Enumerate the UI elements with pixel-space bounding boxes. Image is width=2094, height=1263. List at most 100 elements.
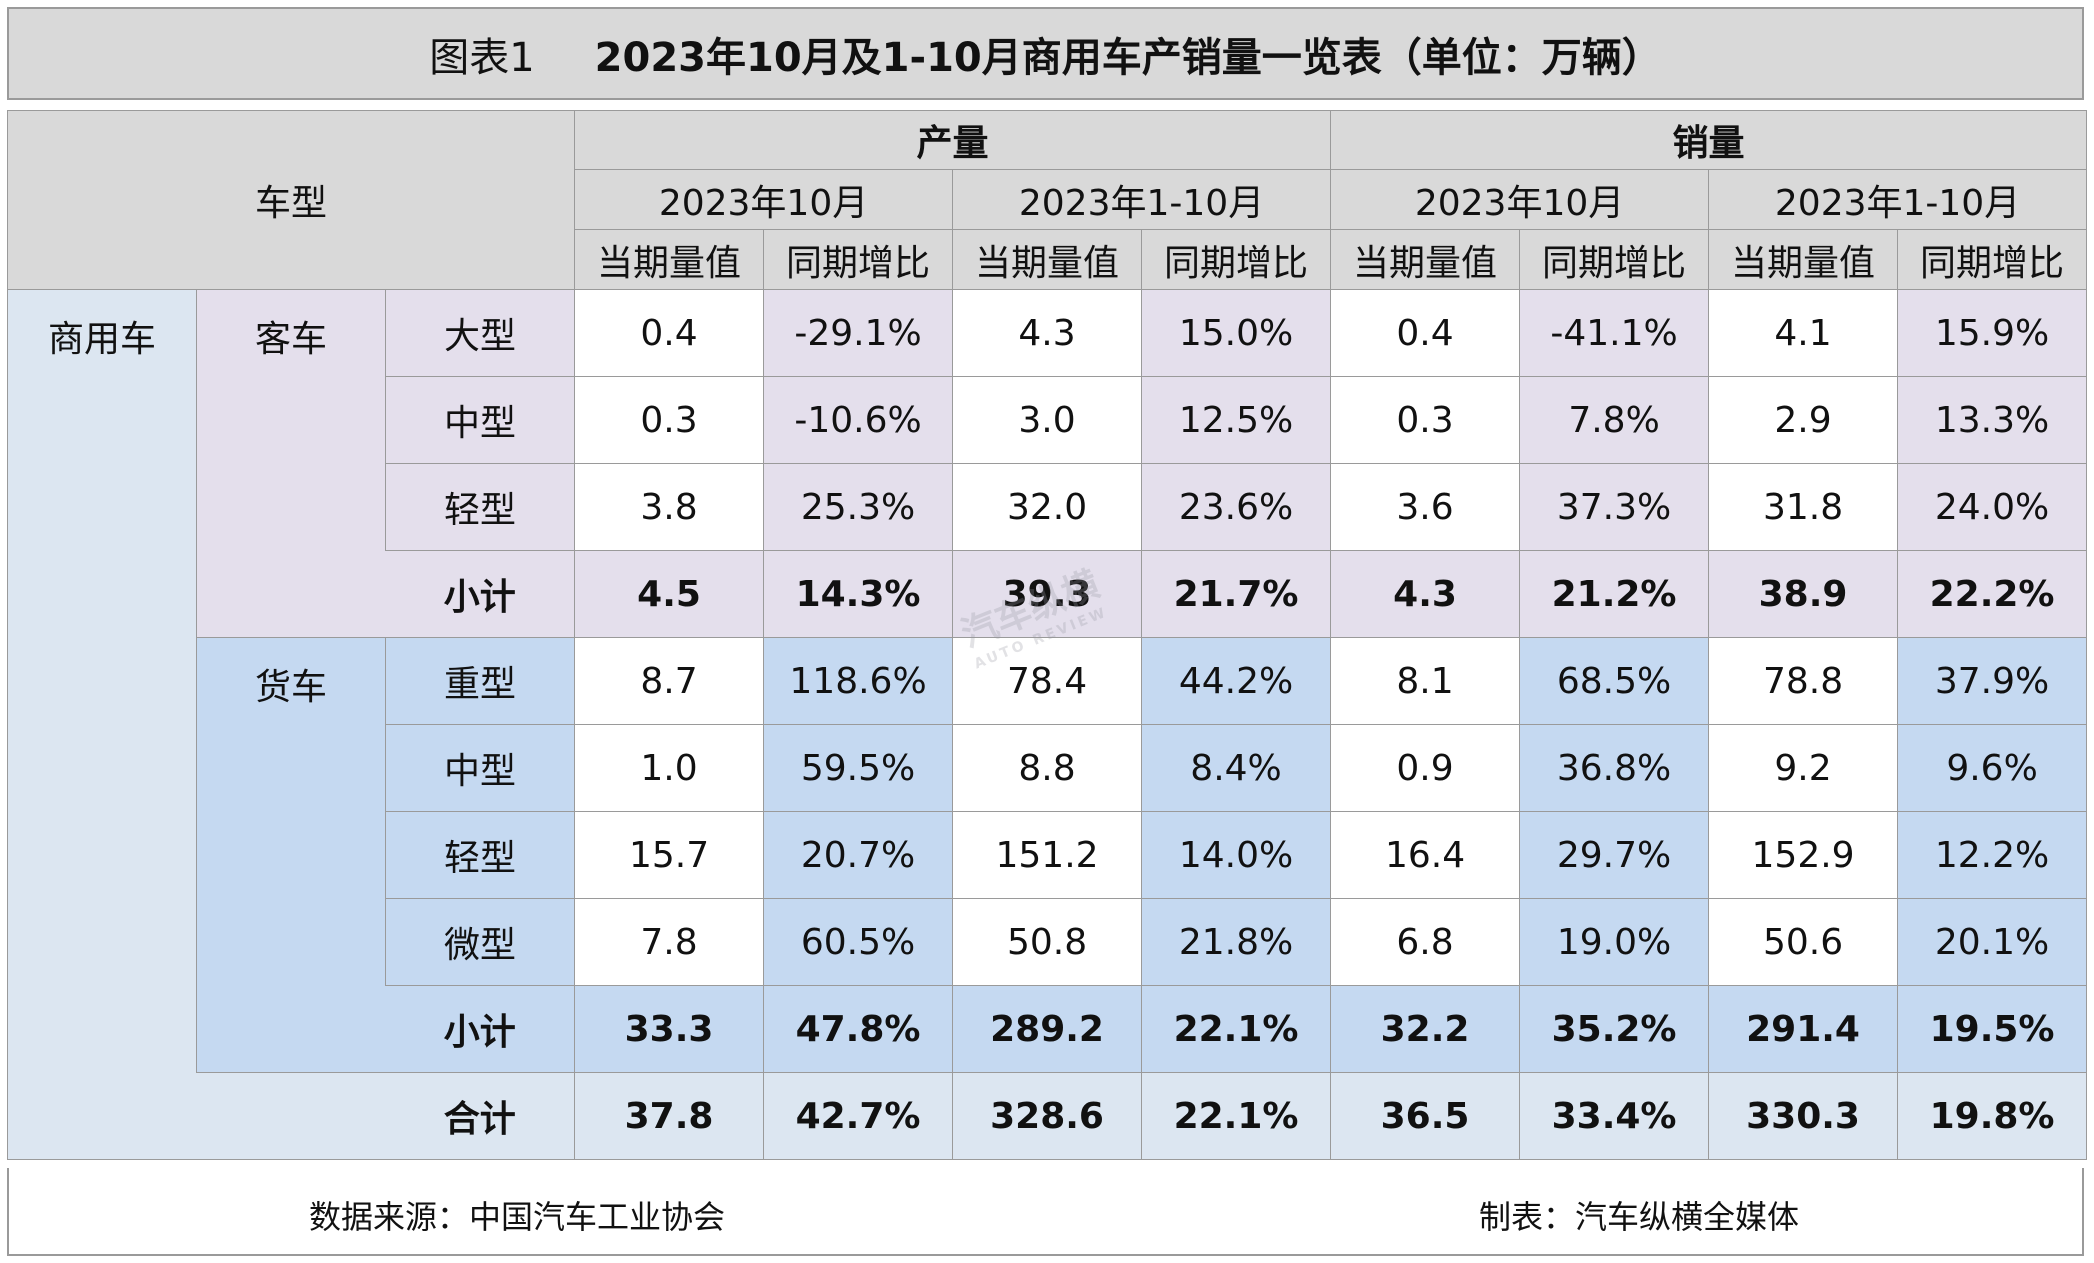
value-cell: 32.0 <box>952 463 1143 551</box>
footer: 数据来源：中国汽车工业协会 制表：汽车纵横全媒体 <box>7 1168 2084 1256</box>
blank-cell <box>196 1072 386 1160</box>
value-cell: 328.6 <box>952 1072 1143 1160</box>
value-cell: 9.2 <box>1708 724 1899 812</box>
value-cell: 0.9 <box>1330 724 1521 812</box>
metric-header: 同期增比 <box>1897 229 2088 290</box>
value-cell: 33.3 <box>574 985 765 1073</box>
value-cell: 3.6 <box>1330 463 1521 551</box>
value-cell: 15.9% <box>1897 289 2088 377</box>
value-cell: 22.1% <box>1141 985 1332 1073</box>
value-cell: 24.0% <box>1897 463 2088 551</box>
period-header: 2023年10月 <box>1330 169 1710 230</box>
value-cell: 4.5 <box>574 550 765 638</box>
value-cell: 19.5% <box>1897 985 2088 1073</box>
value-cell: 3.0 <box>952 376 1143 464</box>
table-row: 微型 7.8 60.5% 50.8 21.8% 6.8 19.0% 50.6 20.1% <box>8 898 2088 986</box>
metric-header: 同期增比 <box>763 229 954 290</box>
sales-table: 车型 产量 销量 2023年10月 2023年1-10月 2023年10月 20… <box>6 110 2088 1160</box>
value-cell: 22.2% <box>1897 550 2088 638</box>
value-cell: 38.9 <box>1708 550 1899 638</box>
value-cell: 4.3 <box>952 289 1143 377</box>
value-cell: 35.2% <box>1519 985 1710 1073</box>
value-cell: 33.4% <box>1519 1072 1710 1160</box>
value-cell: 12.2% <box>1897 811 2088 899</box>
value-cell: 152.9 <box>1708 811 1899 899</box>
value-cell: 78.8 <box>1708 637 1899 725</box>
value-cell: 8.8 <box>952 724 1143 812</box>
value-cell: 60.5% <box>763 898 954 986</box>
value-cell: 29.7% <box>1519 811 1710 899</box>
table-row: 中型 0.3 -10.6% 3.0 12.5% 0.3 7.8% 2.9 13.3% <box>8 376 2088 464</box>
group-cell: 客车 <box>196 289 386 638</box>
total-label: 合计 <box>385 1072 576 1160</box>
type-cell: 重型 <box>384 637 576 725</box>
value-cell: 37.9% <box>1897 637 2088 725</box>
value-cell: 0.3 <box>1330 376 1521 464</box>
value-cell: -29.1% <box>763 289 954 377</box>
value-cell: 23.6% <box>1141 463 1332 551</box>
value-cell: 25.3% <box>763 463 954 551</box>
value-cell: 36.5 <box>1330 1072 1521 1160</box>
value-cell: 7.8 <box>574 898 765 986</box>
value-cell: 31.8 <box>1708 463 1899 551</box>
metric-header: 同期增比 <box>1141 229 1332 290</box>
metric-header: 同期增比 <box>1519 229 1710 290</box>
value-cell: 13.3% <box>1897 376 2088 464</box>
value-cell: 50.6 <box>1708 898 1899 986</box>
figure-label: 图表1 <box>429 34 535 81</box>
value-cell: 0.4 <box>574 289 765 377</box>
value-cell: 20.1% <box>1897 898 2088 986</box>
metric-header: 当期量值 <box>574 229 765 290</box>
value-cell: 14.3% <box>763 550 954 638</box>
value-cell: 1.0 <box>574 724 765 812</box>
value-cell: 47.8% <box>763 985 954 1073</box>
value-cell: 3.8 <box>574 463 765 551</box>
value-cell: 78.4 <box>952 637 1143 725</box>
value-cell: -10.6% <box>763 376 954 464</box>
value-cell: 21.7% <box>1141 550 1332 638</box>
group-cell: 货车 <box>196 637 386 1073</box>
value-cell: 21.8% <box>1141 898 1332 986</box>
subtotal-row: 小计 4.5 14.3% 39.3 21.7% 4.3 21.2% 38.9 22.2% <box>8 550 2088 638</box>
production-header: 产量 <box>574 110 1332 170</box>
subtotal-label: 小计 <box>385 985 576 1073</box>
type-cell: 大型 <box>384 289 576 377</box>
value-cell: 44.2% <box>1141 637 1332 725</box>
total-row: 合计 37.8 42.7% 328.6 22.1% 36.5 33.4% 330.3 19.8% <box>8 1072 2088 1160</box>
value-cell: 15.0% <box>1141 289 1332 377</box>
value-cell: 37.3% <box>1519 463 1710 551</box>
period-header: 2023年1-10月 <box>952 169 1332 230</box>
table-title: 图表1 2023年10月及1-10月商用车产销量一览表（单位：万辆） <box>7 7 2084 100</box>
value-cell: 6.8 <box>1330 898 1521 986</box>
type-cell: 轻型 <box>384 463 576 551</box>
type-cell: 中型 <box>384 724 576 812</box>
value-cell: 19.0% <box>1519 898 1710 986</box>
sales-header: 销量 <box>1330 110 2088 170</box>
value-cell: 0.3 <box>574 376 765 464</box>
value-cell: 4.3 <box>1330 550 1521 638</box>
value-cell: 289.2 <box>952 985 1143 1073</box>
value-cell: 9.6% <box>1897 724 2088 812</box>
value-cell: 8.1 <box>1330 637 1521 725</box>
value-cell: 37.8 <box>574 1072 765 1160</box>
type-cell: 微型 <box>384 898 576 986</box>
value-cell: 32.2 <box>1330 985 1521 1073</box>
metric-header: 当期量值 <box>1708 229 1899 290</box>
value-cell: 59.5% <box>763 724 954 812</box>
type-cell: 轻型 <box>384 811 576 899</box>
value-cell: 12.5% <box>1141 376 1332 464</box>
value-cell: 330.3 <box>1708 1072 1899 1160</box>
vehicle-type-header: 车型 <box>6 110 576 290</box>
category-cell: 商用车 <box>7 289 197 1160</box>
value-cell: 16.4 <box>1330 811 1521 899</box>
value-cell: 8.4% <box>1141 724 1332 812</box>
value-cell: 50.8 <box>952 898 1143 986</box>
value-cell: 42.7% <box>763 1072 954 1160</box>
period-header: 2023年1-10月 <box>1708 169 2088 230</box>
value-cell: 0.4 <box>1330 289 1521 377</box>
value-cell: 21.2% <box>1519 550 1710 638</box>
subtotal-row: 小计 33.3 47.8% 289.2 22.1% 32.2 35.2% 291.4 19.5% <box>8 985 2088 1073</box>
table-maker: 制表：汽车纵横全媒体 <box>1479 1198 1800 1236</box>
data-source: 数据来源：中国汽车工业协会 <box>309 1198 726 1236</box>
value-cell: 15.7 <box>574 811 765 899</box>
